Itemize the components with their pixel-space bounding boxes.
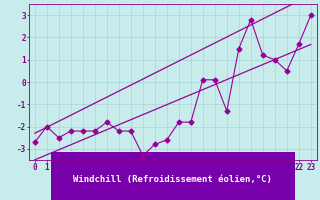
X-axis label: Windchill (Refroidissement éolien,°C): Windchill (Refroidissement éolien,°C) — [73, 175, 272, 184]
